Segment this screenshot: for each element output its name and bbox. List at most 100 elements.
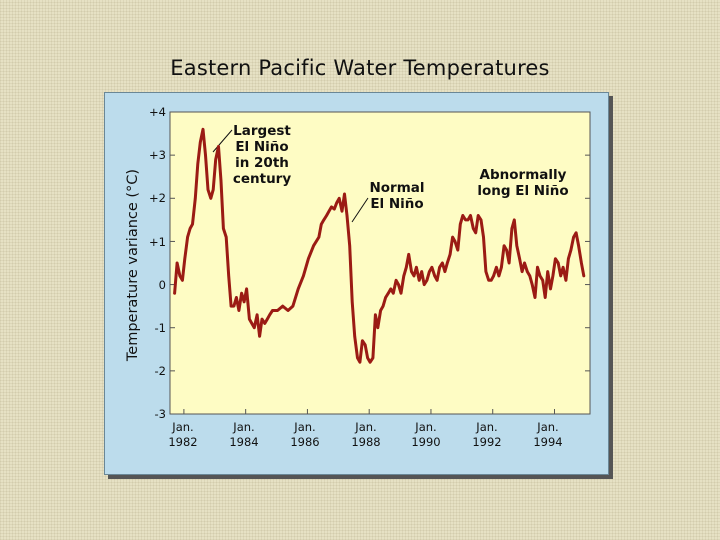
data-point	[387, 292, 390, 295]
data-point	[225, 235, 228, 239]
data-point	[469, 214, 472, 217]
data-point	[291, 304, 295, 308]
data-point	[199, 141, 202, 144]
data-point	[492, 274, 495, 278]
data-point	[212, 188, 215, 191]
data-point	[538, 274, 542, 278]
data-point	[358, 361, 362, 364]
data-point	[330, 205, 333, 209]
data-point	[217, 145, 220, 148]
data-point	[551, 274, 555, 278]
data-point	[477, 214, 480, 217]
data-point	[201, 128, 205, 131]
data-point	[297, 287, 300, 291]
data-point	[412, 274, 416, 278]
data-point	[173, 292, 176, 295]
data-point	[268, 313, 271, 316]
data-point	[448, 253, 452, 256]
data-point	[487, 279, 490, 282]
data-point	[497, 274, 501, 278]
data-point	[526, 270, 529, 273]
data-point	[379, 309, 382, 312]
data-point	[536, 266, 539, 269]
data-point	[281, 304, 284, 308]
data-point	[214, 158, 217, 161]
data-point	[430, 266, 434, 269]
data-point	[549, 287, 552, 291]
data-point	[178, 274, 182, 278]
data-point	[451, 235, 454, 239]
data-point	[564, 279, 568, 282]
data-point	[394, 279, 398, 282]
data-point	[260, 317, 264, 321]
data-point	[240, 292, 243, 295]
data-point	[428, 270, 431, 273]
y-tick-label: +3	[149, 148, 166, 162]
data-point	[232, 304, 236, 308]
data-point	[472, 227, 475, 230]
y-tick-label: +2	[149, 191, 166, 205]
data-point	[242, 300, 246, 303]
data-point	[307, 257, 310, 260]
x-tick-label: Jan. 1992	[472, 420, 502, 449]
data-point	[435, 279, 439, 282]
data-point	[433, 274, 436, 278]
data-point	[482, 235, 485, 239]
data-point	[572, 235, 575, 239]
data-point	[263, 322, 266, 325]
data-point	[392, 292, 395, 295]
data-point	[340, 210, 344, 213]
data-point	[366, 356, 369, 360]
data-point	[286, 309, 290, 312]
data-point	[276, 309, 279, 312]
data-point	[271, 309, 274, 312]
data-point	[438, 266, 441, 269]
data-point	[222, 227, 225, 230]
data-point	[561, 266, 565, 269]
data-point	[569, 248, 573, 252]
data-point	[533, 296, 537, 299]
data-point	[258, 335, 261, 338]
y-tick-label: +1	[149, 235, 166, 249]
data-point	[523, 261, 526, 265]
data-point	[371, 356, 375, 360]
data-point	[186, 235, 189, 239]
data-point	[410, 270, 413, 273]
data-point	[559, 274, 562, 278]
data-point	[320, 223, 323, 226]
data-point	[582, 274, 585, 278]
data-point	[206, 188, 210, 191]
data-point	[191, 223, 194, 226]
data-point	[420, 270, 423, 273]
data-point	[248, 317, 251, 321]
data-point	[374, 313, 377, 316]
x-tick-label: Jan. 1982	[168, 420, 198, 449]
data-point	[407, 253, 410, 256]
data-point	[204, 153, 207, 157]
x-tick-label: Jan. 1988	[351, 420, 381, 449]
data-point	[361, 339, 364, 342]
data-point	[227, 274, 230, 278]
data-point	[510, 227, 514, 230]
data-point	[466, 218, 470, 222]
data-point	[183, 257, 186, 260]
y-tick-label: -1	[154, 321, 166, 335]
data-point	[181, 279, 184, 282]
data-point	[402, 274, 405, 278]
data-point	[490, 279, 493, 282]
data-point	[461, 214, 464, 217]
data-point	[500, 266, 503, 269]
data-point	[441, 261, 444, 265]
annotation-largest-el-nino: Largest El Niño in 20th century	[232, 123, 292, 187]
data-point	[235, 296, 238, 299]
data-point	[175, 261, 179, 265]
data-point	[343, 192, 346, 196]
data-point	[515, 244, 518, 247]
data-point	[312, 244, 315, 247]
data-point	[381, 304, 385, 308]
data-point	[474, 231, 477, 234]
data-point	[389, 287, 392, 291]
data-point	[453, 240, 457, 243]
data-point	[425, 279, 429, 282]
data-point	[546, 270, 549, 273]
